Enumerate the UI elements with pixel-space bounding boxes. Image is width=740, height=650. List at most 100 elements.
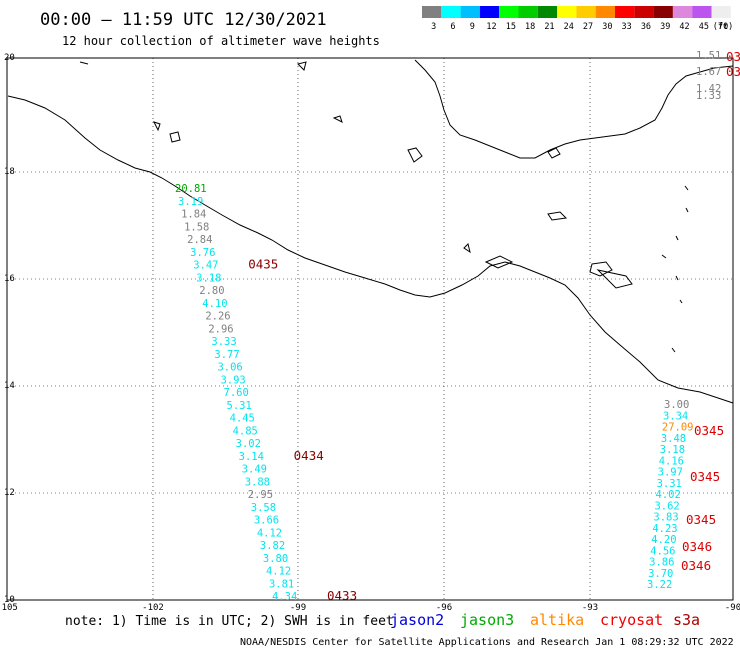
- lon-tick-label: -102: [142, 603, 164, 613]
- legend-label: 70: [718, 22, 728, 32]
- satellite-legend: jason2 jason3 altika cryosat s3a: [390, 611, 700, 629]
- map-frame: [6, 57, 734, 601]
- legend-swatch: [518, 6, 538, 18]
- legend-unit: (ft): [713, 22, 733, 32]
- wave-height-label: 4.10: [202, 298, 227, 310]
- wave-height-label: 3.00: [664, 399, 689, 411]
- graticule: [7, 58, 733, 600]
- wave-height-label: 3.81: [269, 578, 294, 590]
- legend-swatch: [422, 6, 442, 18]
- wave-height-label: 3.58: [251, 502, 276, 514]
- pass-time-label: 0345: [694, 423, 724, 438]
- legend-label: 36: [641, 22, 651, 32]
- lat-tick-label: 10: [4, 595, 15, 605]
- wave-height-label: 3.33: [211, 336, 236, 348]
- lon-tick-label: -90: [725, 603, 740, 613]
- wave-height-label: 3.66: [254, 515, 279, 527]
- legend-swatch: [537, 6, 558, 18]
- wave-height-label: 3.83: [653, 512, 678, 524]
- legend-label: 6: [450, 22, 455, 32]
- pass-time-label: 0435: [248, 257, 278, 272]
- wave-height-label: 1.42: [696, 83, 721, 95]
- legend-swatch: [653, 6, 673, 18]
- legend-swatch: [672, 6, 693, 18]
- wave-height-label: 2.80: [199, 285, 224, 297]
- wave-height-label: 1.67: [696, 66, 721, 78]
- wave-height-label: 3.34: [663, 410, 688, 422]
- legend-swatch: [595, 6, 615, 18]
- wave-height-label: 4.56: [650, 545, 675, 557]
- wave-height-label: 2.26: [205, 311, 230, 323]
- wave-height-label: 3.06: [217, 362, 242, 374]
- legend-label: 27: [583, 22, 593, 32]
- wave-height-label: 4.23: [652, 523, 677, 535]
- wave-height-label: 3.70: [648, 568, 673, 580]
- wave-height-label: 3.14: [239, 451, 264, 463]
- lon-tick-label: -96: [436, 603, 452, 613]
- legend-label: 42: [679, 22, 689, 32]
- legend-label: 9: [470, 22, 475, 32]
- satellite-name: altika: [530, 611, 584, 629]
- wave-height-label: 3.19: [178, 196, 203, 208]
- wave-height-label: 1.84: [181, 209, 206, 221]
- pass-time-label: 0346: [681, 558, 711, 573]
- track-east: 3.003.3427.093.483.184.163.973.314.023.6…: [647, 399, 724, 591]
- pass-time-label: 0345: [690, 469, 720, 484]
- wave-height-label: 3.62: [654, 500, 679, 512]
- satellite-name: jason3: [460, 611, 514, 629]
- footer-note: note: 1) Time is in UTC; 2) SWH is in fe…: [65, 614, 394, 629]
- wave-height-label: 3.97: [658, 467, 683, 479]
- wave-height-label: 3.88: [245, 476, 270, 488]
- wave-height-label: 3.82: [260, 540, 285, 552]
- satellite-name: s3a: [673, 611, 700, 629]
- map-subtitle: 12 hour collection of altimeter wave hei…: [62, 34, 380, 48]
- pass-time-label: 03: [726, 64, 740, 79]
- track-west: 20.813.191.841.582.843.763.473.182.804.1…: [175, 183, 357, 603]
- wave-height-label: 2.96: [208, 323, 233, 335]
- legend-swatch: [615, 6, 635, 18]
- wave-height-label: 3.31: [657, 478, 682, 490]
- wave-height-label: 3.18: [196, 272, 221, 284]
- wave-height-label: 3.47: [193, 260, 218, 272]
- wave-height-label: 3.48: [661, 433, 686, 445]
- wave-height-label: 27.09: [662, 422, 694, 434]
- pass-time-label: 03: [726, 49, 740, 64]
- wave-height-label: 5.31: [227, 400, 252, 412]
- lat-tick-label: 16: [4, 274, 15, 284]
- wave-height-label: 2.84: [187, 234, 212, 246]
- legend-label: 18: [525, 22, 535, 32]
- legend-label: 3: [431, 22, 436, 32]
- pass-time-label: 0434: [294, 448, 324, 463]
- legend-label: 24: [564, 22, 574, 32]
- lon-tick-label: -93: [582, 603, 598, 613]
- wave-height-label: 1.33: [696, 90, 721, 102]
- legend-swatch: [460, 6, 480, 18]
- legend-swatch: [479, 6, 500, 18]
- legend-swatch: [692, 6, 712, 18]
- wave-height-label: 7.60: [224, 387, 249, 399]
- legend-swatch: [557, 6, 577, 18]
- wave-height-label: 3.22: [647, 579, 672, 591]
- wave-height-label: 1.51: [696, 50, 721, 62]
- legend-label: 12: [486, 22, 496, 32]
- color-legend: 3 6 9 12 15 18 21 24 27 30 33 36 39 42 45 70(ft): [422, 6, 733, 32]
- wave-height-label: 4.02: [656, 489, 681, 501]
- pass-time-label: 0346: [682, 539, 712, 554]
- coastline: [7, 59, 734, 404]
- map-title: 00:00 – 11:59 UTC 12/30/2021: [40, 10, 327, 30]
- wave-height-label: 3.93: [220, 374, 245, 386]
- legend-swatch: [576, 6, 596, 18]
- legend-swatch: [711, 6, 731, 18]
- wave-height-label: 2.95: [248, 489, 273, 501]
- wave-height-label: 20.81: [175, 183, 207, 195]
- wave-height-label: 3.77: [214, 349, 239, 361]
- legend-label: 45: [699, 22, 709, 32]
- wave-height-label: 3.18: [660, 444, 685, 456]
- legend-swatch: [499, 6, 519, 18]
- footer-credit: NOAA/NESDIS Center for Satellite Applica…: [240, 637, 734, 648]
- legend-label: 21: [544, 22, 554, 32]
- satellite-name: cryosat: [600, 611, 663, 629]
- lat-tick-label: 18: [4, 167, 15, 177]
